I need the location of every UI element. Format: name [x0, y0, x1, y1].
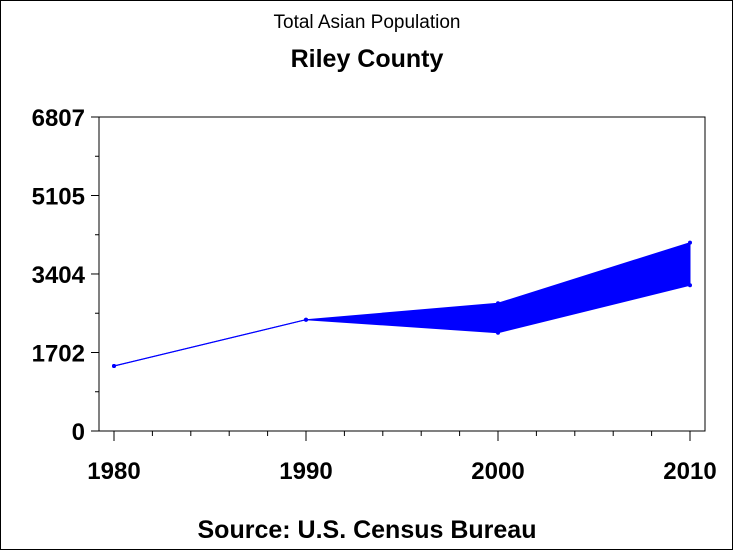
y-tick-label: 6807 [32, 105, 85, 132]
x-tick-label: 2000 [471, 458, 524, 485]
y-tick-label: 1702 [32, 340, 85, 367]
y-tick-label: 3404 [32, 262, 86, 289]
data-point [304, 317, 308, 322]
y-tick-label: 0 [72, 419, 85, 446]
data-point [496, 330, 500, 335]
x-tick-label: 1990 [279, 458, 332, 485]
range-band [113, 241, 691, 367]
y-tick-label: 5105 [32, 184, 85, 211]
chart-source-note: Source: U.S. Census Bureau [198, 516, 537, 544]
x-tick-label: 1980 [87, 458, 140, 485]
x-tick-label: 2010 [663, 458, 716, 485]
series-line [113, 263, 691, 367]
chart-subtitle: Riley County [291, 45, 444, 73]
data-point [496, 301, 500, 306]
data-point [688, 283, 692, 288]
chart-title: Total Asian Population [274, 12, 461, 33]
data-point [112, 364, 116, 369]
data-point [688, 240, 692, 245]
